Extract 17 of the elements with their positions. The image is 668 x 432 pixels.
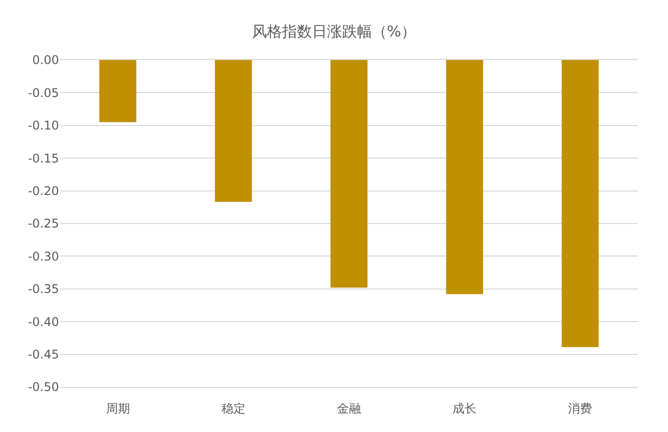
y-tick-label: -0.05 [28,86,59,100]
y-tick-label: -0.50 [28,380,59,394]
y-tick-label: -0.30 [28,249,59,264]
x-tick-label: 金融 [337,401,361,416]
y-tick-label: 0.00 [32,53,59,68]
x-tick-label: 周期 [106,401,130,416]
y-tick-label: -0.15 [28,151,59,166]
y-tick-label: -0.25 [28,216,59,231]
y-tick-label: -0.20 [28,184,59,198]
chart-title: 风格指数日涨跌幅（%） [252,22,416,40]
y-tick-label: -0.45 [28,348,59,362]
x-tick-label: 消费 [568,401,592,416]
y-tick-label: -0.40 [28,314,59,329]
x-tick-label: 成长 [452,401,477,416]
y-tick-label: -0.35 [28,282,59,296]
x-tick-label: 稳定 [221,401,246,416]
y-tick-label: -0.10 [28,118,59,133]
